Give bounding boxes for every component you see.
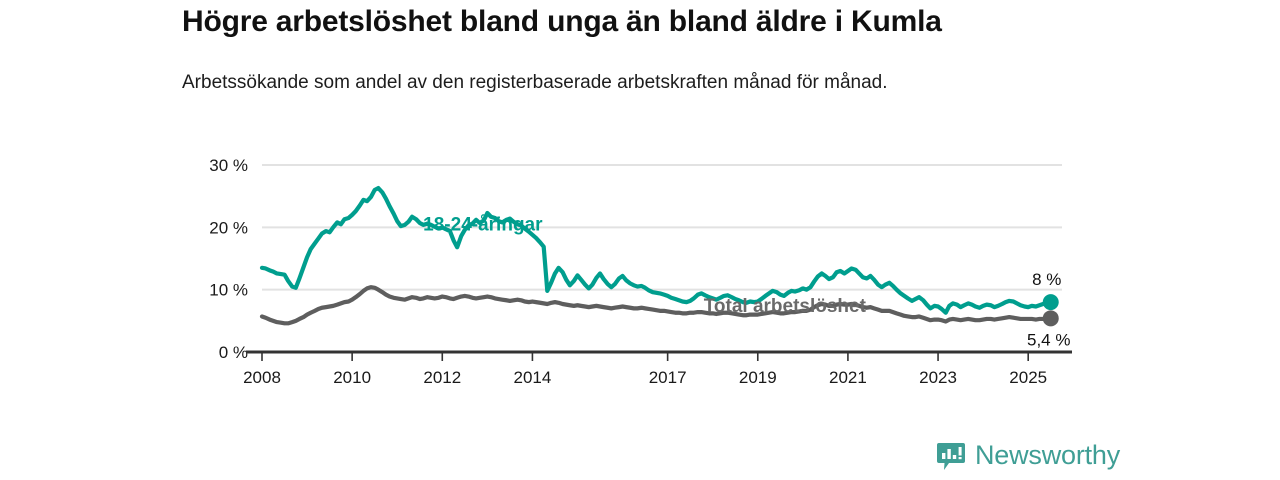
series-end-marker bbox=[1042, 294, 1059, 311]
newsworthy-logo: Newsworthy bbox=[936, 440, 1120, 471]
series-line bbox=[259, 285, 1053, 326]
logo-text: Newsworthy bbox=[975, 440, 1121, 470]
end-value-label-youth: 8 % bbox=[1032, 270, 1061, 289]
y-axis-tick-label: 20 % bbox=[209, 218, 248, 237]
x-axis-tick-label: 2010 bbox=[333, 368, 371, 387]
x-axis-tick-label: 2008 bbox=[243, 368, 281, 387]
y-axis-tick-label: 10 % bbox=[209, 281, 248, 300]
page-subtitle: Arbetssökande som andel av den registerb… bbox=[182, 72, 888, 93]
line-chart: 0 % 10 % 20 % 30 % 2008 2010 2012 2014 2017 2019 2… bbox=[209, 156, 1072, 387]
y-axis-tick-label: 0 % bbox=[219, 343, 248, 362]
series-end-marker bbox=[1042, 310, 1059, 327]
x-axis-tick-label: 2023 bbox=[919, 368, 957, 387]
x-axis-tick-label: 2025 bbox=[1009, 368, 1047, 387]
series-annotation: 18-24-åringar bbox=[423, 214, 543, 235]
bar-chart-speech-bubble-icon bbox=[936, 441, 966, 471]
y-axis-tick-label: 30 % bbox=[209, 156, 248, 175]
series-annotation: Total arbetslöshet bbox=[704, 296, 867, 317]
series-line bbox=[259, 185, 1053, 315]
x-axis-tick-label: 2012 bbox=[423, 368, 461, 387]
x-axis-tick-label: 2019 bbox=[739, 368, 777, 387]
x-axis-tick-label: 2017 bbox=[649, 368, 687, 387]
end-value-label-total: 5,4 % bbox=[1027, 330, 1070, 349]
x-axis-tick-label: 2021 bbox=[829, 368, 867, 387]
x-axis-tick-label: 2014 bbox=[514, 368, 552, 387]
page-title: Högre arbetslöshet bland unga än bland ä… bbox=[182, 5, 942, 38]
